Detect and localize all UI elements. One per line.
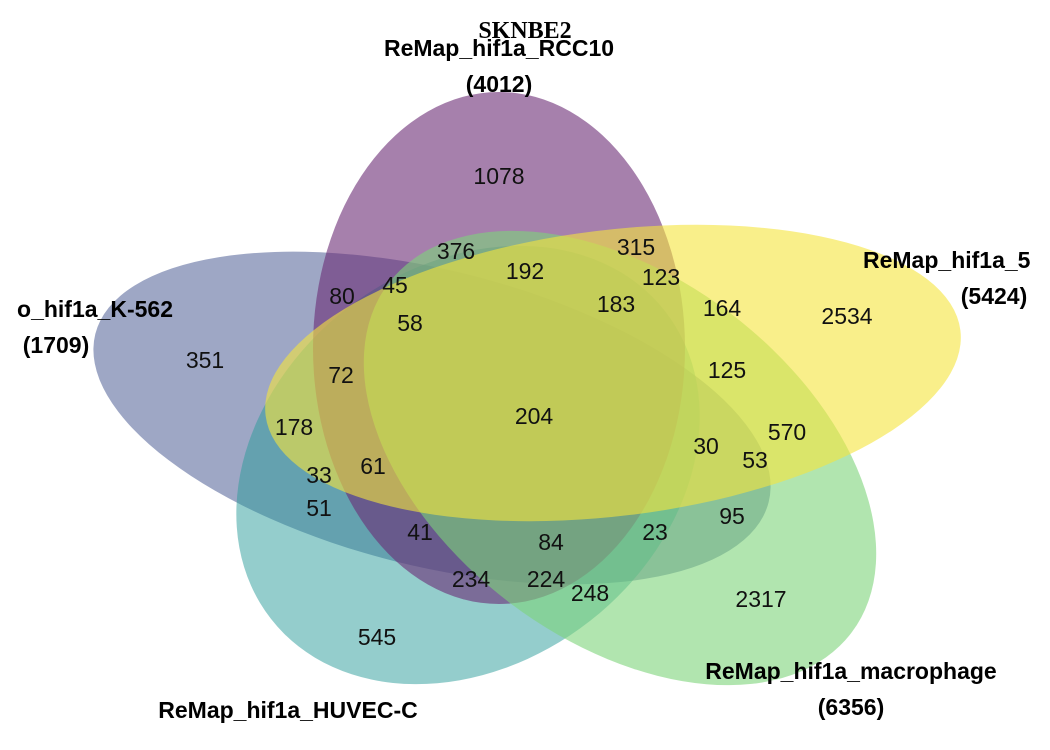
region-count: 234 (452, 566, 491, 592)
region-count: 351 (186, 347, 224, 373)
set-label-rcc10: ReMap_hif1a_RCC10 (384, 35, 614, 61)
region-count: 51 (306, 495, 332, 521)
region-count: 2317 (735, 586, 786, 612)
region-count: 376 (437, 238, 475, 264)
region-count: 84 (538, 529, 564, 555)
region-count: 53 (742, 447, 768, 473)
set-count-macrophage: (6356) (818, 694, 884, 720)
region-count: 204 (515, 403, 554, 429)
set-label-huvec: ReMap_hif1a_HUVEC-C (158, 697, 417, 723)
region-count: 315 (617, 234, 655, 260)
region-count: 545 (358, 624, 396, 650)
region-count: 570 (768, 419, 806, 445)
region-count: 183 (597, 291, 635, 317)
region-count: 1078 (473, 163, 524, 189)
ellipse-top5 (265, 224, 961, 522)
region-count: 23 (642, 519, 668, 545)
chart-title: SKNBE2 (478, 18, 571, 44)
region-count: 224 (527, 566, 566, 592)
region-count: 33 (306, 462, 332, 488)
region-count: 58 (397, 310, 423, 336)
region-count: 72 (328, 362, 354, 388)
region-count: 178 (275, 414, 313, 440)
region-count: 61 (360, 453, 386, 479)
region-count: 192 (506, 258, 544, 284)
region-count: 123 (642, 264, 680, 290)
set-count-top5: (5424) (961, 283, 1027, 309)
region-count: 45 (382, 272, 408, 298)
set-count-rcc10: (4012) (466, 71, 532, 97)
region-count: 248 (571, 580, 609, 606)
region-count: 80 (329, 283, 355, 309)
set-count-k562: (1709) (23, 332, 89, 358)
set-label-macrophage: ReMap_hif1a_macrophage (705, 658, 996, 684)
region-count: 164 (703, 295, 742, 321)
region-count: 95 (719, 503, 745, 529)
region-counts: 1078 2534 2317 545 351 376 315 192 123 8… (186, 163, 873, 650)
set-label-top5: ReMap_hif1a_5 (863, 247, 1031, 273)
set-labels: ReMap_hif1a_RCC10 (4012) ReMap_hif1a_5 (… (17, 35, 1031, 723)
region-count: 125 (708, 357, 746, 383)
set-label-k562: o_hif1a_K-562 (17, 296, 173, 322)
region-count: 41 (407, 519, 433, 545)
set-ellipses (93, 92, 961, 686)
region-count: 30 (693, 433, 719, 459)
region-count: 2534 (821, 303, 872, 329)
